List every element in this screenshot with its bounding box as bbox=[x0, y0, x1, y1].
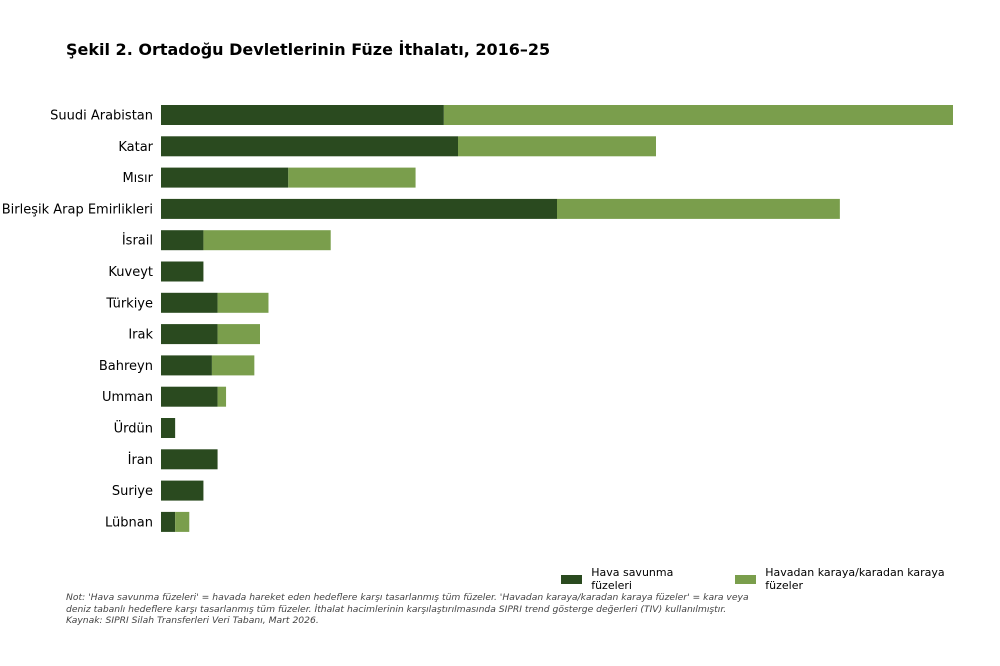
bar-air-defense-row-8 bbox=[161, 355, 212, 376]
legend-item-surface: Havadan karaya/karadan karaya füzeler bbox=[735, 566, 978, 592]
bar-surface-row-8 bbox=[211, 355, 255, 376]
category-label: Lübnan bbox=[105, 515, 153, 530]
legend: Hava savunma füzeleri Havadan karaya/kar… bbox=[561, 566, 1000, 592]
bar-air-defense-row-4 bbox=[161, 230, 204, 251]
category-label: Suriye bbox=[112, 484, 153, 499]
bar-air-defense-row-3 bbox=[161, 198, 557, 219]
footnote-line-3: Kaynak: SIPRI Silah Transferleri Veri Ta… bbox=[66, 615, 319, 626]
legend-label-surface: Havadan karaya/karadan karaya füzeler bbox=[765, 566, 945, 592]
bar-surface-row-4 bbox=[203, 230, 331, 251]
bar-surface-row-13 bbox=[175, 511, 190, 532]
legend-swatch-surface bbox=[735, 574, 757, 584]
category-label: Katar bbox=[118, 140, 153, 155]
bar-surface-row-0 bbox=[443, 105, 953, 125]
category-label: Birleşik Arap Emirlikleri bbox=[2, 202, 153, 217]
category-label: Suudi Arabistan bbox=[50, 109, 153, 124]
category-label: Bahreyn bbox=[99, 359, 153, 374]
category-label: Mısır bbox=[122, 171, 153, 186]
category-label: Umman bbox=[102, 390, 153, 405]
category-label: Irak bbox=[128, 328, 153, 343]
bar-surface-row-9 bbox=[217, 386, 227, 407]
category-label: İran bbox=[128, 452, 153, 468]
footnote-line-1: Not: 'Hava savunma füzeleri' = havada ha… bbox=[66, 592, 749, 603]
bar-air-defense-row-10 bbox=[161, 418, 176, 438]
bar-surface-row-6 bbox=[217, 292, 269, 313]
bar-air-defense-row-9 bbox=[161, 386, 218, 407]
category-label: Türkiye bbox=[105, 296, 153, 311]
category-label: İsrail bbox=[122, 233, 153, 249]
bar-surface-row-1 bbox=[458, 136, 656, 157]
bar-air-defense-row-7 bbox=[161, 324, 218, 345]
bar-air-defense-row-2 bbox=[161, 167, 289, 188]
category-label: Kuveyt bbox=[108, 265, 153, 280]
footnote-line-2: deniz tabanlı hedeflere karşı tasarlanmı… bbox=[66, 603, 727, 615]
stacked-bar-chart: Suudi Arabistan Katar Mısır Birleşik Arap E… bbox=[2, 105, 953, 532]
footnote: Not: 'Hava savunma füzeleri' = havada ha… bbox=[66, 592, 766, 627]
bar-air-defense-row-11 bbox=[161, 449, 218, 470]
bar-surface-row-3 bbox=[557, 198, 840, 219]
bar-air-defense-row-1 bbox=[161, 136, 458, 157]
bar-air-defense-row-0 bbox=[161, 105, 444, 125]
legend-swatch-air-defense bbox=[561, 574, 583, 584]
category-label: Ürdün bbox=[114, 420, 153, 437]
bar-surface-row-7 bbox=[217, 324, 260, 345]
legend-item-air-defense: Hava savunma füzeleri bbox=[561, 566, 713, 592]
legend-label-air-defense: Hava savunma füzeleri bbox=[591, 566, 674, 592]
bar-surface-row-2 bbox=[288, 167, 416, 188]
bar-air-defense-row-12 bbox=[161, 480, 204, 501]
bar-air-defense-row-5 bbox=[161, 261, 204, 282]
bar-air-defense-row-6 bbox=[161, 292, 218, 313]
bar-air-defense-row-13 bbox=[161, 511, 176, 532]
chart-title: Şekil 2. Ortadoğu Devletlerinin Füze İth… bbox=[66, 40, 551, 59]
